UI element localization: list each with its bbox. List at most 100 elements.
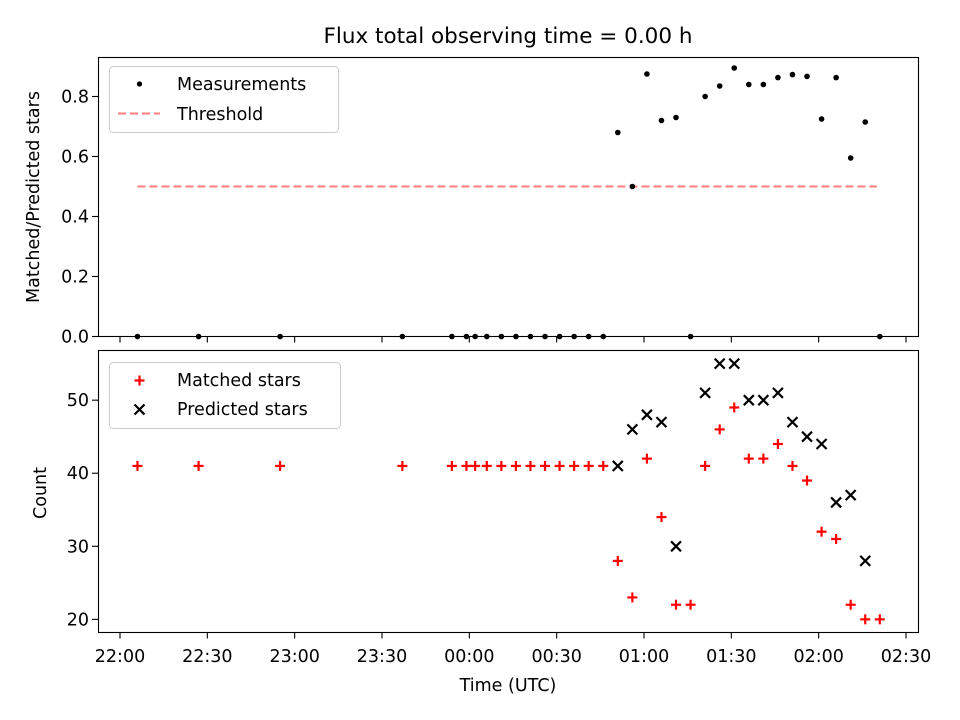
top-x-ticks: [119, 336, 907, 343]
top-legend: Measurements Threshold: [109, 66, 339, 133]
matched-star-point: [510, 460, 521, 471]
matched-star-point: [816, 526, 827, 537]
top-axes-frame: [97, 56, 920, 338]
bottom-y-axis-label: Count: [31, 467, 51, 519]
measurement-point: [775, 74, 781, 81]
measurement-point: [615, 129, 621, 136]
matched-star-point: [802, 475, 813, 486]
legend-threshold-label: Threshold: [176, 105, 263, 125]
top-y-tick-label: 0.8: [61, 88, 89, 108]
matched-star-point: [714, 424, 725, 435]
x-tick-label: 02:30: [881, 647, 931, 667]
chart-title: Flux total observing time = 0.00 h: [324, 24, 693, 49]
measurement-point: [629, 183, 636, 190]
predicted-star-point: [713, 357, 726, 370]
predicted-star-point: [699, 387, 711, 399]
measurement-point: [702, 93, 708, 100]
x-tick-label: 22:00: [95, 647, 145, 667]
matched-star-point: [397, 460, 408, 471]
predicted-star-point: [655, 416, 668, 428]
predicted-star-point: [743, 394, 755, 406]
matched-star-point: [496, 460, 507, 471]
matched-star-point: [470, 460, 481, 471]
matched-star-point: [874, 614, 885, 625]
x-tick-label: 00:30: [531, 647, 581, 667]
bottom-y-tick-label: 30: [67, 537, 89, 557]
measurement-point: [862, 119, 869, 125]
matched-star-point: [845, 599, 856, 610]
top-y-tick-label: 0.4: [61, 208, 89, 228]
matched-star-point: [461, 460, 472, 471]
x-tick-label: 02:00: [793, 647, 843, 667]
measurement-point: [731, 65, 738, 71]
matched-star-point: [569, 460, 580, 471]
top-y-axis-label: Matched/Predicted stars: [24, 91, 44, 303]
matched-star-point: [641, 453, 652, 464]
matched-star-point: [554, 460, 565, 471]
predicted-star-point: [757, 394, 770, 406]
legend-measurements-marker: [136, 81, 143, 87]
predicted-star-point: [728, 357, 741, 370]
x-tick-label: 01:30: [706, 647, 756, 667]
matched-star-point: [772, 439, 783, 450]
predicted-star-point: [641, 409, 653, 421]
predicted-star-point: [801, 430, 813, 443]
predicted-star-point: [626, 423, 639, 436]
matched-star-point: [743, 453, 754, 464]
measurement-point: [644, 71, 650, 77]
bottom-legend: Matched stars Predicted stars: [109, 362, 341, 429]
matched-star-point: [612, 555, 623, 566]
matched-star-point: [193, 460, 204, 471]
matched-star-point: [540, 460, 551, 471]
top-y-tick-label: 0.0: [61, 328, 89, 348]
measurement-point: [847, 155, 854, 161]
x-tick-label: 22:30: [182, 647, 232, 667]
matched-star-point: [446, 460, 457, 471]
matched-star-point: [275, 460, 286, 471]
bottom-y-tick-label: 20: [67, 610, 89, 630]
matched-star-point: [627, 592, 638, 603]
measurement-point: [789, 71, 796, 78]
measurement-point: [833, 74, 839, 81]
legend-matched-marker: [134, 375, 145, 386]
bottom-plot-marks: [132, 357, 885, 625]
bottom-y-tick-label: 40: [67, 464, 89, 484]
bottom-x-ticks: 22:00 22:30 23:00 23:30 00:00 00:30 01:00 01:30…: [95, 632, 931, 667]
predicted-star-point: [612, 460, 624, 472]
matched-star-point: [656, 512, 667, 523]
measurement-point: [673, 114, 679, 121]
bottom-axes-frame: [97, 349, 920, 634]
measurement-point: [746, 81, 752, 88]
matched-star-point: [729, 402, 740, 413]
measurement-point: [818, 116, 825, 122]
legend-measurements-label: Measurements: [177, 75, 306, 95]
predicted-star-point: [830, 496, 842, 509]
measurement-point: [658, 117, 665, 124]
matched-star-point: [525, 460, 536, 471]
x-tick-label: 00:00: [444, 647, 494, 667]
matched-star-point: [598, 460, 609, 471]
matched-star-point: [671, 599, 682, 610]
predicted-star-point: [772, 387, 784, 399]
matched-star-point: [583, 460, 594, 471]
x-axis-label: Time (UTC): [459, 676, 557, 696]
matched-star-point: [481, 460, 492, 471]
x-tick-label: 23:30: [357, 647, 407, 667]
predicted-star-point: [670, 540, 682, 553]
measurement-point: [804, 73, 810, 80]
x-tick-label: 01:00: [619, 647, 669, 667]
legend-predicted-marker: [133, 403, 146, 416]
predicted-star-point: [786, 416, 799, 428]
matched-star-point: [860, 614, 871, 625]
matched-star-point: [787, 460, 798, 471]
matched-star-point: [758, 453, 769, 464]
bottom-y-ticks: 20 30 40 50: [67, 391, 99, 630]
measurement-point: [760, 81, 767, 88]
top-y-tick-label: 0.2: [61, 268, 89, 288]
legend-predicted-label: Predicted stars: [177, 400, 308, 420]
top-y-ticks: 0.0 0.2 0.4 0.6 0.8: [61, 88, 99, 348]
predicted-star-point: [815, 438, 828, 450]
matched-star-point: [685, 599, 696, 610]
matched-star-point: [132, 460, 143, 471]
